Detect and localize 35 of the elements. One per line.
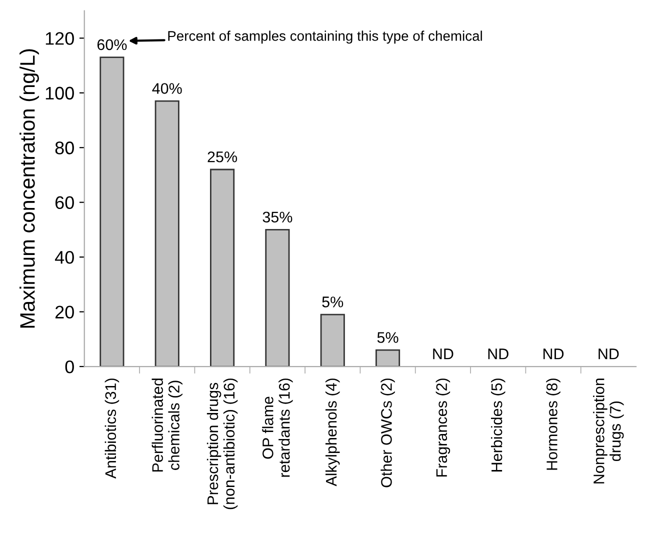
annotation: ND: [488, 348, 508, 360]
annotation: 25%: [208, 151, 238, 162]
y-tick-label: 120: [46, 32, 74, 45]
annotation: ND: [598, 348, 619, 360]
annotation: 60%: [97, 39, 127, 50]
y-tick-label: 0: [65, 360, 74, 374]
bar: [154, 100, 180, 367]
x-tick-label: Nonprescription drugs (7): [593, 378, 624, 484]
annotation: Percent of samples containing this type of chemical: [168, 30, 482, 44]
annotation: ND: [543, 348, 564, 360]
y-tick-label: 60: [55, 196, 74, 210]
bar: [100, 56, 124, 367]
annotation: ND: [433, 348, 454, 360]
x-tick-label: Antibiotics (31): [104, 378, 120, 479]
x-tick-label: Prescription drugs (non-antibiotic) (16): [206, 378, 238, 510]
x-tick-label: Hormones (8): [546, 378, 560, 470]
y-tick-label: 20: [55, 306, 74, 319]
annotation: 5%: [377, 332, 398, 343]
bar: [265, 229, 290, 367]
x-tick-label: Alkylphenols (4): [325, 378, 340, 486]
y-tick-label: 40: [54, 250, 74, 264]
bar: [376, 349, 400, 367]
x-tick-label: Perfluorinated chemicals (2): [152, 378, 182, 472]
annotation: 40%: [152, 83, 182, 94]
x-tick-label: Other OWCs (2): [380, 378, 395, 488]
y-axis-title: Maximum concentration (ng/L): [20, 49, 39, 328]
bar: [320, 314, 345, 367]
y-tick-label: 100: [46, 86, 74, 100]
x-tick-label: Herbicides (5): [490, 378, 506, 472]
annotation: 5%: [322, 296, 344, 308]
x-tick-label: Fragrances (2): [436, 378, 450, 477]
annotation: 35%: [262, 212, 292, 223]
y-tick-label: 80: [55, 142, 74, 154]
x-tick-label: OP flame retardants (16): [262, 378, 293, 477]
bar: [210, 168, 235, 367]
